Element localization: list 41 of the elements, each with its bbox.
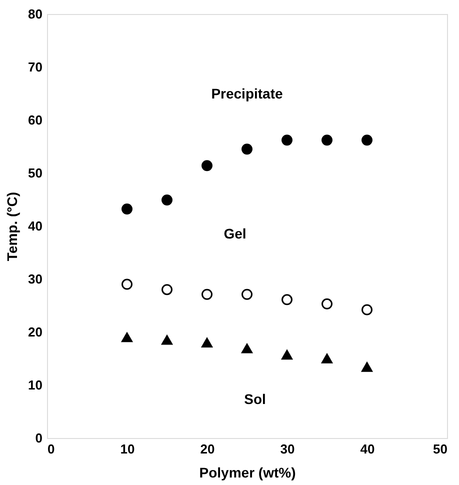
point	[122, 278, 132, 290]
x-tick-label: 50	[433, 442, 448, 456]
x-tick-label: 0	[48, 442, 55, 456]
point	[202, 288, 212, 300]
y-tick-label: 70	[28, 60, 42, 74]
point	[162, 335, 172, 345]
y-tick-label: 0	[35, 430, 42, 446]
point	[242, 288, 252, 300]
point	[242, 144, 252, 155]
x-tick-label: 40	[360, 442, 375, 456]
x-tick-label: 30	[280, 442, 295, 456]
point	[122, 204, 132, 215]
point	[282, 294, 292, 306]
point	[362, 304, 372, 316]
x-tick-label: 10	[120, 442, 135, 456]
point	[202, 160, 212, 172]
annotation: Precipitate	[211, 86, 284, 102]
y-tick-label: 20	[28, 324, 42, 340]
point	[122, 332, 132, 342]
x-tick-label: 20	[200, 442, 215, 456]
point	[322, 298, 332, 310]
x-axis-title: Polymer (wt%)	[199, 464, 296, 480]
point	[162, 194, 172, 206]
y-tick-label: 80	[28, 6, 42, 22]
y-tick-label: 50	[28, 166, 42, 180]
point	[362, 362, 372, 372]
point	[202, 338, 212, 348]
point	[362, 134, 372, 146]
annotation: Sol	[244, 390, 266, 407]
point	[282, 134, 292, 146]
y-tick-label: 40	[28, 218, 42, 234]
annotation: Gel	[224, 225, 246, 242]
y-tick-label: 30	[28, 272, 42, 286]
point	[282, 350, 292, 360]
y-tick-label: 60	[28, 112, 42, 128]
point	[162, 284, 172, 296]
y-tick-label: 10	[28, 378, 42, 392]
point	[322, 354, 332, 364]
point	[242, 344, 252, 354]
y-axis-title: Temp. (°C)	[4, 192, 20, 262]
point	[322, 134, 332, 146]
